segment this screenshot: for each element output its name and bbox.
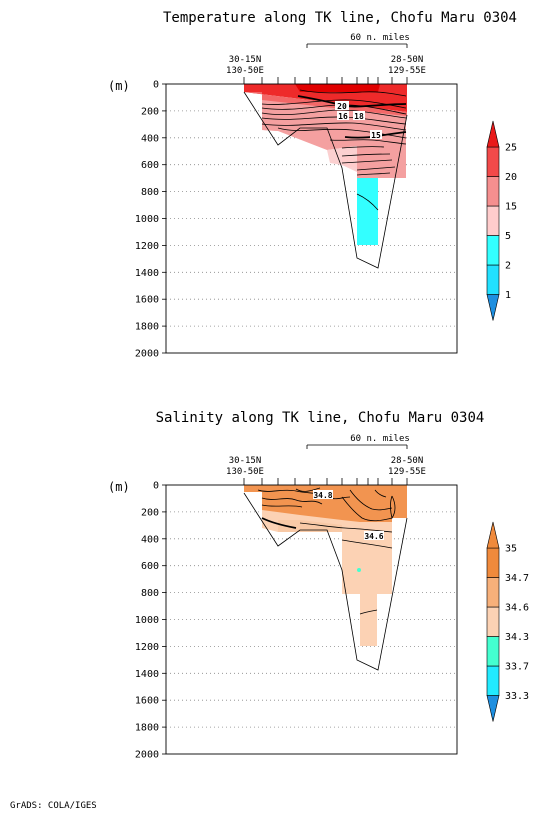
temperature-contour-label: 16: [338, 112, 348, 121]
y-tick-label: 1200: [135, 241, 159, 252]
temperature-y-ticks: 0 200 400 600 800 1000 1200 1400 1600 1800 2000: [135, 80, 166, 360]
salinity-y-ticks: 0 200 400 600 800 1000 1200 1400 1600 1800 2000: [135, 481, 166, 761]
y-tick-label: 600: [141, 160, 159, 171]
y-tick-label: 800: [141, 588, 159, 599]
y-tick-label: 1000: [135, 214, 159, 225]
colorbar-segment: [486, 636, 500, 667]
temperature-contour-label: 18: [354, 112, 364, 121]
colorbar-level-label: 34.7: [505, 573, 529, 584]
temperature-plot-frame: [165, 83, 458, 354]
colorbar-segment: [486, 264, 500, 295]
temperature-scale-bar: [306, 43, 408, 48]
y-tick-label: 400: [141, 534, 159, 545]
y-tick-label: 0: [153, 481, 159, 492]
y-tick-label: 1600: [135, 295, 159, 306]
salinity-contour-label: 34.8: [313, 491, 332, 500]
y-tick-label: 400: [141, 133, 159, 144]
salinity-y-unit: (m): [108, 480, 130, 494]
y-tick-label: 800: [141, 187, 159, 198]
temperature-title: Temperature along TK line, Chofu Maru 03…: [163, 10, 517, 26]
y-tick-label: 1400: [135, 268, 159, 279]
salinity-right-station-lon: 129-55E: [388, 467, 426, 477]
salinity-station-ticks: [243, 478, 408, 485]
salinity-gridlines: [166, 511, 457, 728]
temperature-left-station-lon: 130-50E: [226, 66, 264, 76]
colorbar-upper-arrow: [486, 120, 500, 148]
colorbar-segment: [486, 205, 500, 236]
colorbar-level-label: 34.6: [505, 603, 529, 614]
y-tick-label: 2000: [135, 750, 159, 761]
temperature-bathymetry: [243, 91, 408, 269]
colorbar-level-label: 15: [505, 202, 517, 213]
y-tick-label: 1000: [135, 615, 159, 626]
salinity-thick-contours: [261, 517, 297, 529]
temperature-contour-labels: 20 16 18 15: [335, 101, 382, 140]
temperature-scale-label: 60 n. miles: [350, 33, 410, 43]
y-tick-label: 1200: [135, 642, 159, 653]
temperature-panel: Temperature along TK line, Chofu Maru 03…: [108, 10, 517, 360]
y-tick-label: 1400: [135, 669, 159, 680]
colorbar-upper-arrow: [486, 521, 500, 549]
salinity-colorbar: 33.3 33.7 34.3 34.6 34.7 35: [486, 521, 529, 722]
colorbar-segment: [486, 577, 500, 608]
colorbar-level-label: 1: [505, 290, 511, 301]
y-tick-label: 0: [153, 80, 159, 91]
salinity-fill: [244, 485, 407, 646]
colorbar-level-label: 34.3: [505, 632, 529, 643]
colorbar-level-label: 20: [505, 172, 517, 183]
colorbar-lower-arrow: [486, 695, 500, 722]
salinity-plot-frame: [165, 484, 458, 755]
temperature-contour-label: 15: [371, 131, 381, 140]
colorbar-lower-arrow: [486, 294, 500, 321]
salinity-left-station-lon: 130-50E: [226, 467, 264, 477]
y-tick-label: 1600: [135, 696, 159, 707]
colorbar-level-label: 33.3: [505, 691, 529, 702]
colorbar-level-label: 25: [505, 143, 517, 154]
salinity-contour-labels: 34.8 34.6: [313, 490, 384, 541]
salinity-right-station-lat: 28-50N: [391, 456, 424, 466]
colorbar-segment: [486, 235, 500, 266]
temperature-gridlines: [166, 110, 457, 327]
temperature-station-ticks: [243, 77, 408, 84]
y-tick-label: 2000: [135, 349, 159, 360]
colorbar-segment: [486, 547, 500, 578]
colorbar-segment: [486, 665, 500, 696]
salinity-scale-label: 60 n. miles: [350, 434, 410, 444]
salinity-scale-bar: [306, 444, 408, 449]
y-tick-label: 200: [141, 106, 159, 117]
temperature-y-unit: (m): [108, 79, 130, 93]
temperature-contour-label: 20: [337, 102, 347, 111]
y-tick-label: 600: [141, 561, 159, 572]
colorbar-level-label: 5: [505, 231, 511, 242]
salinity-title: Salinity along TK line, Chofu Maru 0304: [156, 410, 485, 426]
footer-credit: GrADS: COLA/IGES: [10, 801, 97, 811]
temperature-right-station-lon: 129-55E: [388, 66, 426, 76]
salinity-contour-label: 34.6: [364, 532, 383, 541]
temperature-right-station-lat: 28-50N: [391, 55, 424, 65]
salinity-panel: Salinity along TK line, Chofu Maru 0304 …: [108, 410, 529, 761]
colorbar-segment: [486, 146, 500, 177]
salinity-bathymetry: [243, 492, 408, 671]
y-tick-label: 1800: [135, 723, 159, 734]
salinity-left-station-lat: 30-15N: [229, 456, 262, 466]
temperature-fill: [244, 84, 407, 245]
temperature-left-station-lat: 30-15N: [229, 55, 262, 65]
colorbar-segment: [486, 606, 500, 637]
colorbar-level-label: 2: [505, 261, 511, 272]
y-tick-label: 200: [141, 507, 159, 518]
colorbar-level-label: 33.7: [505, 662, 529, 673]
colorbar-level-label: 35: [505, 544, 517, 555]
colorbar-segment: [486, 176, 500, 207]
y-tick-label: 1800: [135, 322, 159, 333]
